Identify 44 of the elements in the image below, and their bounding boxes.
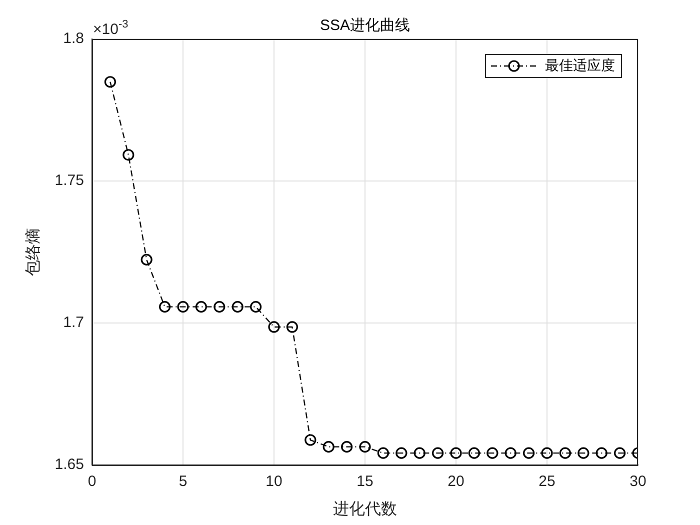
point — [523, 447, 535, 459]
point — [268, 321, 280, 333]
x-tick-label: 15 — [356, 473, 374, 490]
x-tick-label: 20 — [448, 473, 464, 490]
point — [104, 76, 116, 88]
point — [195, 301, 207, 313]
point — [432, 447, 444, 459]
point — [214, 301, 226, 313]
point — [322, 441, 334, 453]
x-tick-label: 0 — [88, 473, 96, 490]
point — [468, 447, 480, 459]
point — [359, 441, 371, 453]
y-tick-label: 1.7 — [63, 314, 84, 332]
point — [177, 301, 189, 313]
chart-title: SSA进化曲线 — [320, 17, 410, 34]
y-axis-title: 包络熵 — [24, 228, 42, 276]
legend-label: 最佳适应度 — [545, 56, 615, 73]
x-tick-label: 30 — [630, 473, 646, 490]
point — [341, 441, 353, 453]
point — [304, 434, 316, 446]
point — [414, 447, 426, 459]
point — [596, 447, 608, 459]
point — [614, 447, 626, 459]
y-tick-label: 1.75 — [54, 172, 84, 190]
x-tick-label: 10 — [266, 473, 282, 490]
point — [140, 254, 152, 266]
point — [450, 447, 462, 459]
point — [286, 321, 298, 333]
point — [578, 447, 590, 459]
point — [159, 301, 171, 313]
point — [486, 447, 498, 459]
y-tick-label: 1.65 — [54, 456, 84, 474]
point — [377, 447, 389, 459]
x-tick-label: 5 — [178, 473, 188, 490]
point — [504, 447, 516, 459]
y-tick-label: 1.8 — [63, 30, 84, 48]
point — [559, 447, 571, 459]
point — [396, 447, 408, 459]
point — [541, 447, 553, 459]
point — [232, 301, 244, 313]
point — [122, 149, 134, 161]
x-tick-label: 25 — [538, 473, 556, 490]
point — [250, 301, 262, 313]
x-axis-title: 进化代数 — [333, 500, 397, 518]
